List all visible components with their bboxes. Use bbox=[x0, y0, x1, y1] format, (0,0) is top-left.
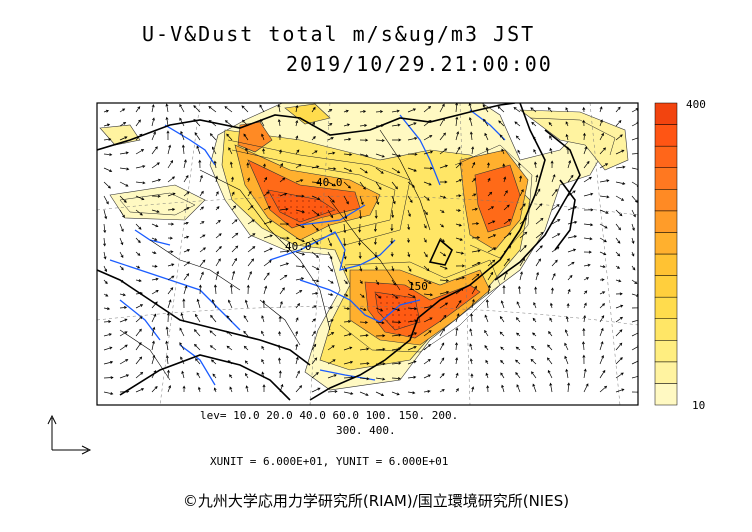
colorbar-max-label: 400 bbox=[686, 98, 706, 111]
copyright: ©九州大学応用力学研究所(RIAM)/国立環境研究所(NIES) bbox=[182, 492, 570, 510]
colorbar-swatch bbox=[654, 253, 678, 276]
vector-units: XUNIT = 6.000E+01, YUNIT = 6.000E+01 bbox=[210, 455, 449, 468]
colorbar bbox=[654, 102, 678, 406]
contour-label-1: 40.0 bbox=[316, 176, 343, 189]
colorbar-swatch bbox=[654, 210, 678, 233]
chart-timestamp: 2019/10/29.21:00:00 bbox=[286, 52, 553, 76]
contour-label-3: 150 bbox=[408, 280, 428, 293]
colorbar-swatch bbox=[654, 340, 678, 363]
wind-vectors bbox=[103, 103, 638, 397]
colorbar-swatch bbox=[654, 124, 678, 147]
borders bbox=[97, 103, 581, 401]
rivers bbox=[109, 109, 506, 386]
province-lines bbox=[119, 129, 431, 381]
dust-field bbox=[99, 103, 629, 391]
colorbar-swatch bbox=[654, 189, 678, 212]
vector-scale-icon bbox=[47, 414, 92, 455]
colorbar-swatch bbox=[654, 102, 678, 125]
colorbar-min-label: 10 bbox=[692, 399, 706, 412]
colorbar-swatch bbox=[654, 167, 678, 190]
map-area: 40.0 40.0 150 bbox=[97, 103, 638, 405]
contour-label-2: 40.0 bbox=[285, 240, 312, 253]
colorbar-swatch bbox=[654, 296, 678, 319]
colorbar-swatch bbox=[654, 275, 678, 298]
contour-levels-line1: lev= 10.0 20.0 40.0 60.0 100. 150. 200. bbox=[200, 409, 459, 422]
colorbar-swatch bbox=[654, 361, 678, 384]
chart-title: U-V&Dust total m/s&ug/m3 JST bbox=[142, 22, 536, 46]
contour-lines bbox=[119, 117, 616, 353]
colorbar-swatch bbox=[654, 318, 678, 341]
colorbar-swatch bbox=[654, 383, 678, 406]
contour-levels-line2: 300. 400. bbox=[336, 424, 396, 437]
map-frame bbox=[96, 102, 639, 406]
colorbar-swatch bbox=[654, 232, 678, 255]
colorbar-swatch bbox=[654, 145, 678, 168]
